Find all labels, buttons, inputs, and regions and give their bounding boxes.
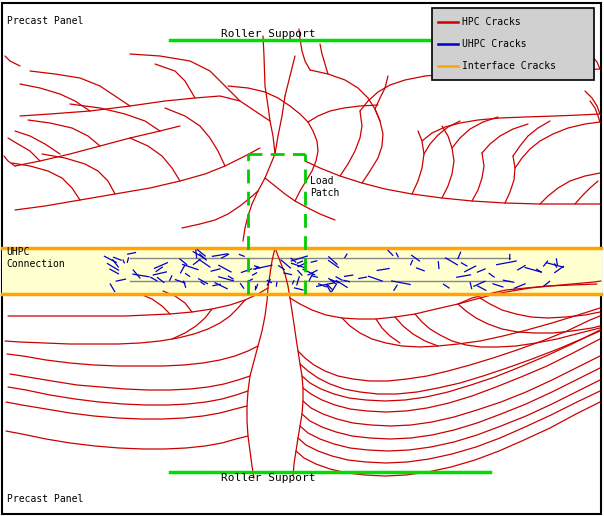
Text: UHPC
Connection: UHPC Connection	[6, 247, 65, 269]
Bar	[2, 248, 602, 294]
Text: Load
Patch: Load Patch	[310, 176, 339, 198]
Text: HPC Cracks: HPC Cracks	[462, 17, 521, 27]
Text: UHPC Cracks: UHPC Cracks	[462, 39, 527, 49]
FancyBboxPatch shape	[432, 8, 594, 80]
Text: Precast Panel: Precast Panel	[7, 494, 83, 504]
Text: Roller Support: Roller Support	[220, 29, 315, 39]
Text: Precast Panel: Precast Panel	[7, 16, 83, 26]
Text: Roller Support: Roller Support	[220, 473, 315, 483]
Text: Interface Cracks: Interface Cracks	[462, 61, 556, 71]
